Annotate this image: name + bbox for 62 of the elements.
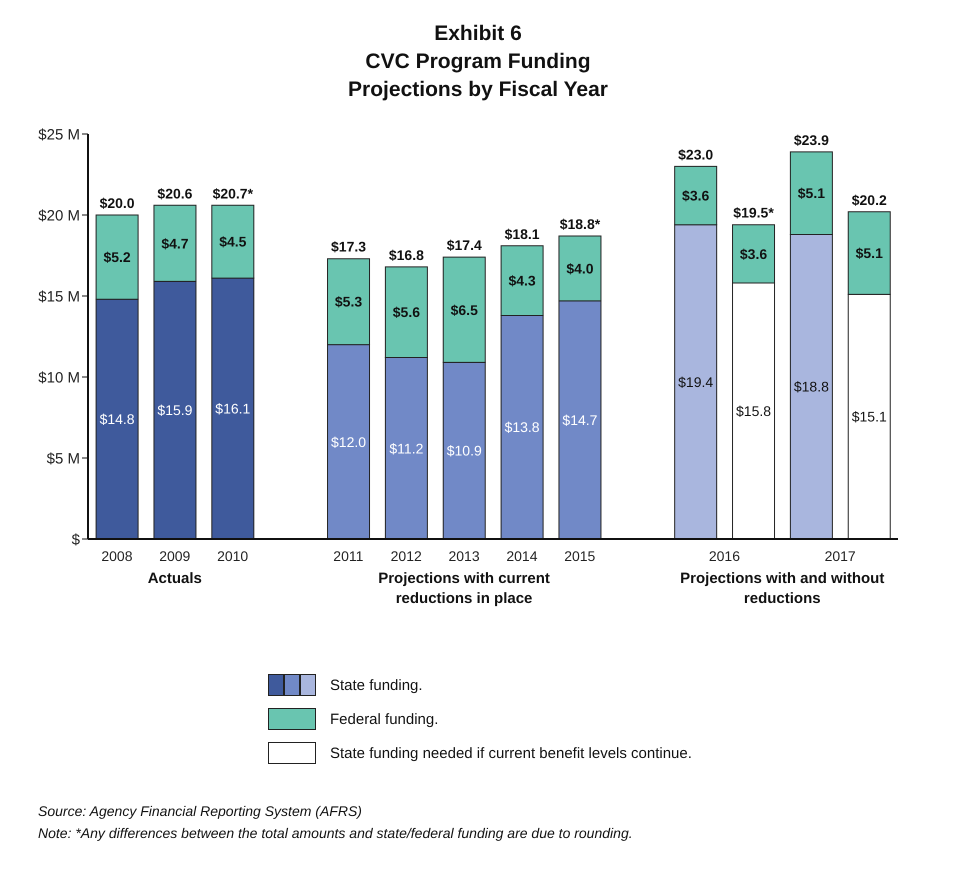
legend-label: Federal funding. (330, 710, 438, 728)
y-tick-label: $25 M (38, 126, 80, 144)
x-tick-label: 2014 (506, 548, 538, 564)
data-label: $19.4 (678, 374, 714, 390)
y-tick-label: $10 M (38, 369, 80, 386)
y-tick-label: $5 M (46, 450, 80, 468)
text: Note: *Any differences between the total amounts and state/federal funding are due to rounding. (38, 824, 634, 843)
x-tick-label: 2012 (390, 548, 422, 564)
x-tick-label: 2015 (564, 548, 596, 564)
text: Projections with current reductions in place (377, 569, 551, 609)
data-label: $16.1 (215, 400, 251, 417)
data-label: $12.0 (331, 434, 366, 450)
data-label: $15.8 (736, 403, 772, 420)
data-label: $3.6 (740, 246, 768, 262)
data-label: $6.5 (450, 302, 478, 318)
data-label: $15.1 (852, 408, 887, 425)
data-label: $3.6 (682, 188, 710, 204)
data-label: $18.8 (794, 378, 830, 395)
total-label: $16.8 (388, 246, 424, 263)
y-tick-label: $15 M (38, 288, 80, 306)
data-label: $14.8 (100, 411, 135, 428)
total-label: $23.0 (678, 146, 714, 162)
data-label: $5.1 (798, 185, 826, 202)
total-label: $23.9 (794, 132, 830, 148)
data-label: $13.8 (504, 419, 540, 436)
total-label: $20.7* (212, 185, 254, 202)
data-label: $11.2 (389, 440, 424, 456)
total-label: $17.4 (446, 237, 482, 254)
data-label: $4.5 (219, 234, 247, 250)
x-tick-label: 2010 (217, 548, 248, 564)
data-label: $4.3 (508, 272, 536, 289)
total-label: $20.6 (157, 185, 193, 202)
data-label: $4.7 (161, 235, 189, 252)
total-label: $17.3 (331, 238, 366, 255)
total-label: $20.2 (852, 192, 887, 208)
y-tick-label: $ (72, 531, 81, 548)
chart-subtitle: CVC Program Funding Projections by Fiscal Year (347, 49, 609, 103)
data-label: $4.0 (566, 260, 594, 276)
data-label: $5.3 (334, 294, 362, 310)
data-label: $14.7 (562, 412, 598, 428)
y-tick-label: $20 M (38, 207, 80, 224)
x-tick-label: 2008 (101, 548, 133, 564)
total-label: $18.1 (504, 226, 540, 242)
data-label: $5.1 (856, 245, 884, 262)
data-label: $15.9 (157, 402, 193, 418)
x-tick-label: 2016 (708, 548, 740, 564)
legend-label: State funding. (330, 676, 423, 694)
data-label: $10.9 (446, 442, 482, 459)
x-tick-label: 2011 (333, 548, 364, 564)
text: Projections with and without reductions (679, 569, 886, 609)
legend-label: State funding needed if current benefit levels continue. (330, 744, 692, 762)
source-note: Source: Agency Financial Reporting System (AFRS) (38, 802, 363, 821)
total-label: $18.8* (560, 216, 601, 232)
total-label: $19.5* (733, 204, 774, 221)
chart-title: Exhibit 6 (433, 21, 523, 47)
text: Actuals (146, 569, 203, 589)
x-tick-label: 2009 (159, 548, 191, 564)
data-label: $5.2 (103, 249, 131, 266)
data-label: $5.6 (392, 304, 420, 320)
x-tick-label: 2013 (448, 548, 480, 564)
total-label: $20.0 (100, 195, 135, 211)
x-tick-label: 2017 (824, 548, 856, 564)
